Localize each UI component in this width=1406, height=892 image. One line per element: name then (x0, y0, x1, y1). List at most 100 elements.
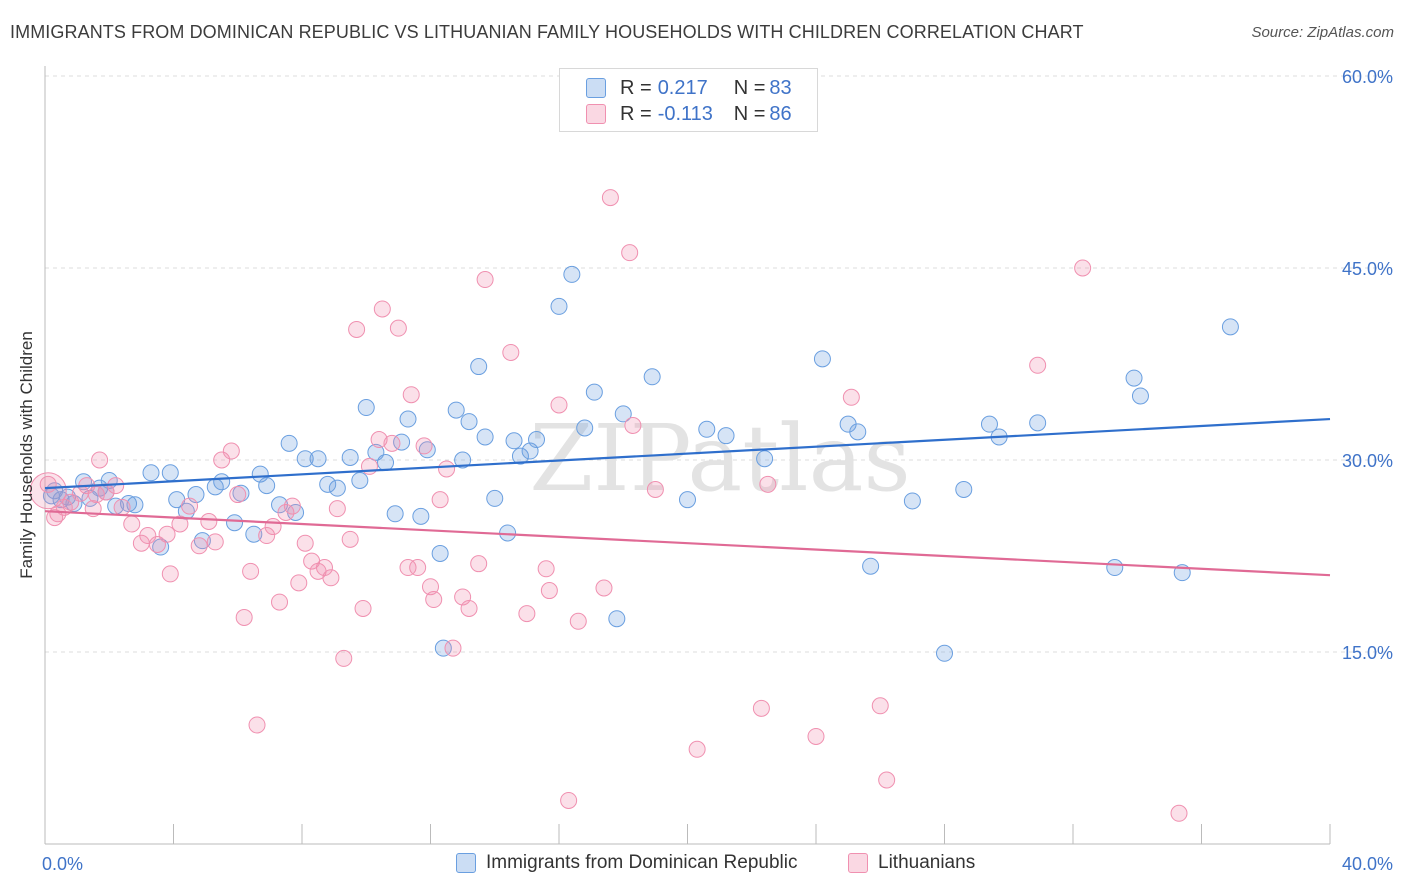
point-lithuanian (277, 503, 295, 521)
axes (44, 66, 1331, 845)
point-lithuanian (315, 559, 333, 577)
correlation-legend: R = 0.217 N = 83 R = -0.113 N = 86 (559, 68, 818, 132)
point-lithuanian (550, 396, 568, 414)
trend-line-lithuanian (44, 510, 1331, 577)
point-dominican (717, 427, 735, 445)
point-lithuanian (235, 608, 253, 626)
legend-item-dominican[interactable]: Immigrants from Dominican Republic (456, 852, 798, 874)
y-tick-label: 45.0% (1342, 259, 1393, 279)
point-lithuanian (161, 565, 179, 583)
point-dominican (862, 557, 880, 575)
chart-title: IMMIGRANTS FROM DOMINICAN REPUBLIC VS LI… (10, 22, 1084, 42)
point-lithuanian (502, 343, 520, 361)
point-lithuanian (438, 460, 456, 478)
point-dominican (955, 480, 973, 498)
legend-n-value: 86 (769, 102, 792, 125)
point-dominican (470, 358, 488, 376)
point-dominican (505, 432, 523, 450)
point-dominican (849, 423, 867, 441)
point-lithuanian (113, 498, 131, 516)
point-lithuanian (422, 578, 439, 596)
tick-labels: 60.0% 45.0% 30.0% 15.0% 0.0% 40.0% (42, 67, 1393, 874)
point-dominican (903, 492, 921, 510)
legend-item-lithuanians[interactable]: Lithuanians (848, 852, 975, 874)
point-dominican (280, 434, 298, 452)
point-dominican (357, 399, 375, 417)
point-dominican (142, 464, 160, 482)
legend-swatch-blue (586, 78, 606, 98)
point-lithuanian (595, 579, 613, 597)
point-dominican (980, 415, 998, 433)
point-dominican (319, 475, 337, 493)
point-lithuanian (601, 189, 619, 207)
point-dominican (213, 473, 231, 491)
point-dominican (258, 477, 276, 495)
point-dominican (576, 419, 594, 437)
data-points (29, 189, 1239, 822)
point-dominican (936, 644, 953, 662)
point-lithuanian (444, 639, 462, 657)
point-dominican (614, 405, 632, 423)
point-dominican (328, 479, 346, 497)
point-dominican (193, 532, 211, 550)
point-dominican (1131, 387, 1149, 405)
point-lithuanian (431, 491, 449, 509)
point-lithuanian (621, 244, 639, 262)
point-lithuanian (842, 388, 860, 406)
point-dominican (585, 383, 603, 401)
point-lithuanian (229, 486, 247, 504)
point-lithuanian (460, 599, 478, 617)
y-tick-label: 60.0% (1342, 67, 1393, 87)
legend-n-label: N = (733, 102, 766, 125)
point-dominican (460, 413, 478, 431)
legend-label: Immigrants from Dominican Republic (486, 852, 798, 873)
point-dominican (476, 428, 494, 446)
y-axis-label: Family Households with Children (17, 331, 36, 579)
point-lithuanian (409, 559, 427, 577)
point-lithuanian (258, 527, 276, 545)
point-lithuanian (415, 437, 433, 455)
point-lithuanian (389, 319, 407, 337)
x-tick-label: 40.0% (1342, 854, 1393, 874)
point-lithuanian (283, 497, 301, 515)
point-lithuanian (264, 518, 282, 536)
point-lithuanian (158, 525, 176, 543)
point-dominican (126, 496, 144, 514)
point-lithuanian (29, 472, 67, 510)
point-lithuanian (1170, 804, 1188, 822)
point-lithuanian (688, 740, 706, 758)
point-lithuanian (624, 416, 642, 434)
legend-swatch-blue (456, 853, 476, 873)
point-lithuanian (46, 509, 64, 527)
point-lithuanian (222, 442, 240, 460)
point-lithuanian (290, 574, 308, 592)
point-lithuanian (1074, 259, 1092, 277)
point-dominican (698, 420, 716, 438)
y-tick-label: 30.0% (1342, 451, 1393, 471)
point-lithuanian (190, 537, 208, 555)
point-dominican (1106, 559, 1124, 577)
point-dominican (296, 450, 314, 468)
point-lithuanian (569, 612, 587, 630)
legend-swatch-pink (586, 104, 606, 124)
point-lithuanian (123, 515, 141, 533)
point-lithuanian (383, 434, 401, 452)
point-lithuanian (402, 386, 420, 404)
point-lithuanian (91, 451, 109, 469)
legend-r-label: R = (620, 102, 652, 125)
point-dominican (608, 610, 626, 628)
trend-lines (44, 417, 1331, 577)
x-tick-label: 0.0% (42, 854, 83, 874)
point-lithuanian (242, 562, 260, 580)
legend-r-label: R = (620, 76, 652, 99)
point-dominican (309, 450, 327, 468)
point-dominican (511, 447, 529, 465)
point-lithuanian (200, 512, 218, 530)
point-lithuanian (181, 497, 199, 515)
legend-row-lithuanian: R = -0.113 N = 86 (586, 102, 792, 126)
point-lithuanian (518, 605, 536, 623)
point-lithuanian (537, 560, 555, 578)
point-dominican (756, 450, 774, 468)
point-lithuanian (1029, 356, 1047, 374)
